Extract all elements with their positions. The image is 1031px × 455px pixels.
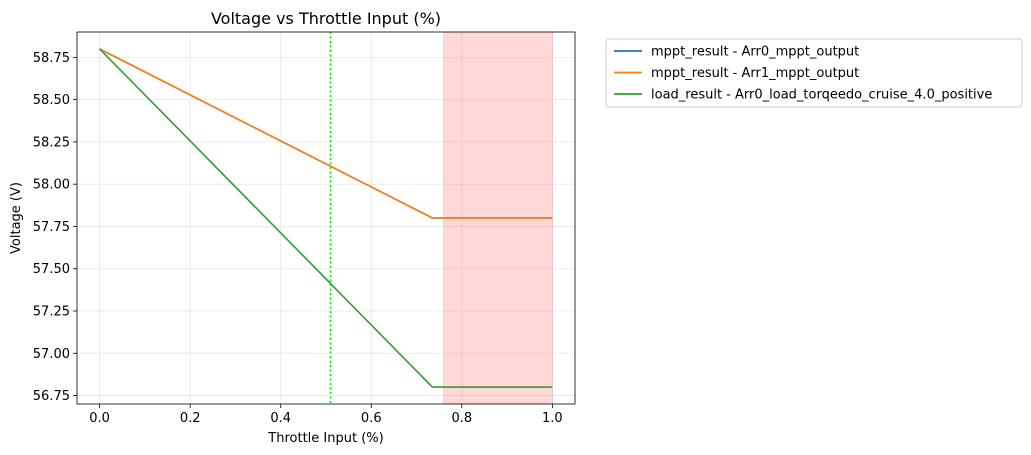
legend: mppt_result - Arr0_mppt_output mppt_resul… [605,38,1023,108]
series-layer [99,48,553,388]
plot-frame-layer [76,31,576,405]
grid-layer [77,32,575,404]
y-tick-label: 57.75 [33,220,70,235]
y-tick-label: 58.00 [33,178,70,193]
x-axis-title: Throttle Input (%) [267,431,383,446]
y-tick-label: 58.25 [33,135,70,150]
y-tick-label: 57.50 [33,262,70,277]
x-tick-label: 0.0 [89,411,110,426]
x-tick-label: 0.8 [451,411,472,426]
legend-label-2: load_result - Arr0_load_torqeedo_cruise_… [651,88,992,103]
chart-title: Voltage vs Throttle Input (%) [211,9,441,28]
y-axis-title: Voltage (V) [9,182,24,254]
y-tick-label: 57.00 [33,347,70,362]
x-axis-ticks: 0.0 0.2 0.4 0.6 0.8 1.0 [89,404,563,426]
legend-label-0: mppt_result - Arr0_mppt_output [651,45,859,60]
series-line-1 [99,48,553,219]
legend-frame [605,38,1023,108]
legend-label-1: mppt_result - Arr1_mppt_output [651,66,859,81]
y-tick-label: 56.75 [33,389,70,404]
series-line-2 [99,48,553,388]
y-axis-ticks: 56.75 57.00 57.25 57.50 57.75 58.00 58.25 58.50… [33,51,77,404]
plot-frame [76,31,576,405]
x-tick-label: 0.4 [270,411,291,426]
x-tick-label: 0.6 [361,411,382,426]
x-tick-label: 0.2 [180,411,201,426]
x-tick-label: 1.0 [542,411,563,426]
y-tick-label: 57.25 [33,305,70,320]
y-tick-label: 58.50 [33,93,70,108]
y-tick-label: 58.75 [33,51,70,66]
